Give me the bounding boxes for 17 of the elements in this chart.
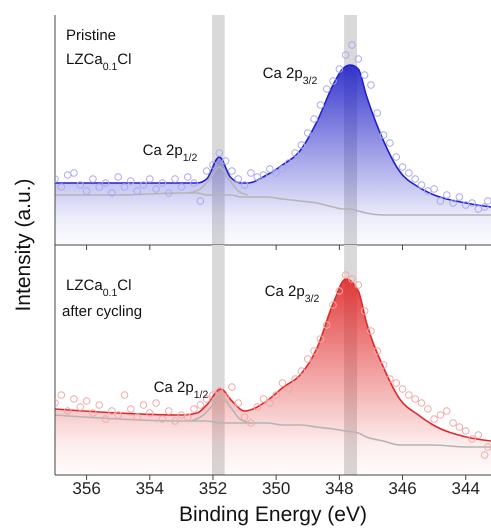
text: Pristine: [66, 27, 116, 44]
annotation: LZCa$_{0.1}$Cl: [66, 51, 132, 73]
x-tick-label: 356: [72, 479, 101, 498]
x-tick-label: 352: [198, 479, 228, 498]
x-tick-label: 346: [388, 479, 417, 498]
annotation: LZCa$_{0.1}$Cl: [66, 277, 132, 299]
annotation: Ca 2p$_{3/2}$: [264, 283, 320, 305]
annotation: Ca 2p$_{1/2}$: [142, 142, 198, 164]
y-axis-title: Intensity (a.u.): [12, 178, 35, 312]
annotation: Ca 2p$_{3/2}$: [262, 65, 318, 87]
x-tick-label: 354: [136, 479, 164, 498]
x-axis-title: Binding Energy (eV): [179, 503, 367, 526]
annotation: after cycling: [62, 303, 142, 320]
x-tick-label: 350: [262, 479, 290, 498]
x-tick-label: 344: [452, 479, 480, 498]
x-tick-label: 348: [325, 479, 354, 498]
annotation: Ca 2p$_{1/2}$: [154, 379, 208, 401]
